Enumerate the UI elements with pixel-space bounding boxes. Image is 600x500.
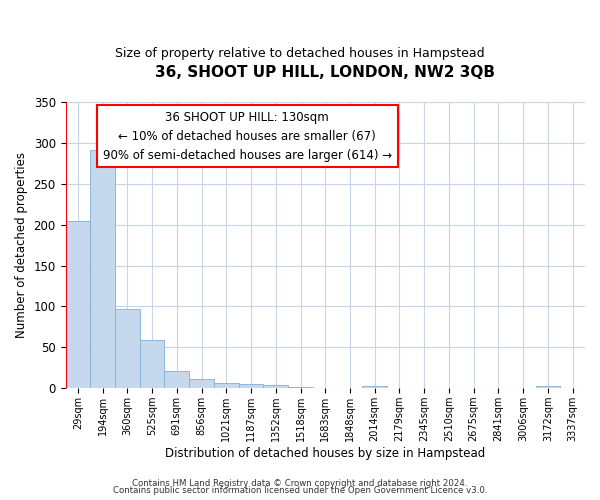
Y-axis label: Number of detached properties: Number of detached properties <box>15 152 28 338</box>
Text: Size of property relative to detached houses in Hampstead: Size of property relative to detached ho… <box>115 48 485 60</box>
Bar <box>164 371 189 388</box>
Bar <box>189 379 214 388</box>
Bar <box>90 150 115 388</box>
Bar <box>263 385 288 388</box>
Bar <box>214 384 239 388</box>
Text: 36 SHOOT UP HILL: 130sqm
← 10% of detached houses are smaller (67)
90% of semi-d: 36 SHOOT UP HILL: 130sqm ← 10% of detach… <box>103 110 392 162</box>
Bar <box>140 340 164 388</box>
Title: 36, SHOOT UP HILL, LONDON, NW2 3QB: 36, SHOOT UP HILL, LONDON, NW2 3QB <box>155 65 495 80</box>
Bar <box>65 222 90 388</box>
Text: Contains HM Land Registry data © Crown copyright and database right 2024.: Contains HM Land Registry data © Crown c… <box>132 478 468 488</box>
Bar <box>115 309 140 388</box>
Text: Contains public sector information licensed under the Open Government Licence v3: Contains public sector information licen… <box>113 486 487 495</box>
Bar <box>536 386 560 388</box>
X-axis label: Distribution of detached houses by size in Hampstead: Distribution of detached houses by size … <box>165 447 485 460</box>
Bar <box>362 386 387 388</box>
Bar <box>239 384 263 388</box>
